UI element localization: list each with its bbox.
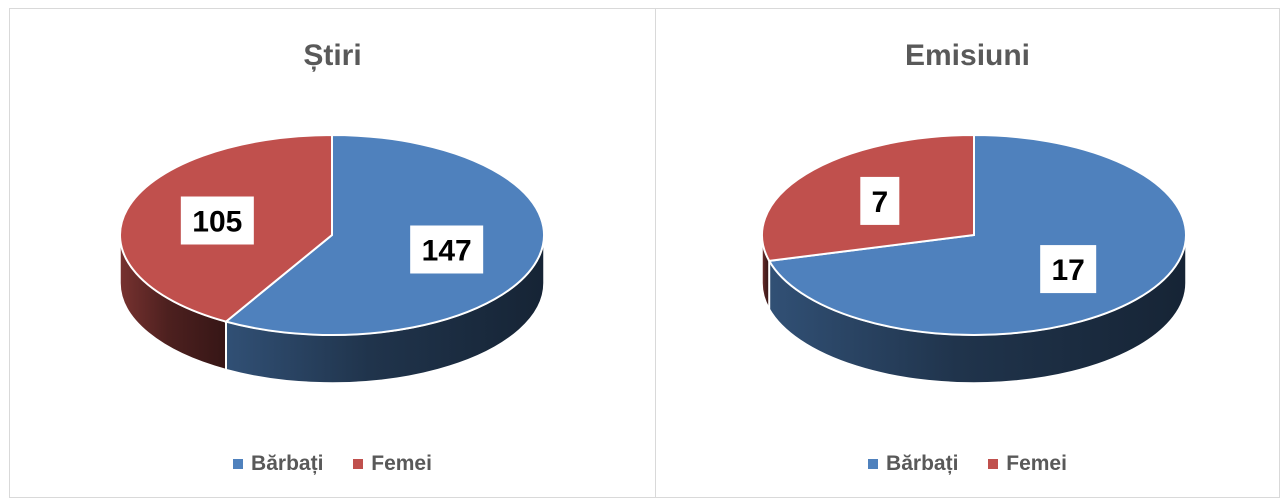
pie-data-label-0: 147	[410, 225, 484, 274]
svg-text:105: 105	[192, 206, 242, 239]
svg-text:17: 17	[1051, 254, 1084, 287]
legend-label: Bărbați	[251, 452, 324, 475]
legend-swatch-icon	[988, 459, 999, 469]
legend-label: Bărbați	[886, 452, 959, 475]
pie-data-label-0: 17	[1040, 245, 1097, 294]
chart-title: Știri	[303, 39, 362, 72]
pie-slice-0	[223, 133, 545, 336]
chart-title: Emisiuni	[904, 39, 1031, 72]
legend-label: Femei	[371, 452, 432, 475]
legend-label: Femei	[1006, 452, 1067, 475]
pie-chart-stiri: 147 105	[119, 133, 545, 384]
legend-item-femei: Femei	[353, 452, 432, 476]
svg-text:147: 147	[422, 234, 472, 267]
legend-item-femei: Femei	[988, 452, 1067, 476]
legend-swatch-icon	[868, 459, 879, 469]
pie-chart-emisiuni: 17 7	[761, 133, 1187, 384]
legend-item-barbati: Bărbați	[868, 452, 958, 476]
chart-panel-emisiuni: Emisiuni 17 7 Bărbați Femei	[655, 8, 1280, 498]
chart-panel-stiri: Știri 147 105 Bărbați Femei	[9, 8, 656, 498]
legend-swatch-icon	[353, 459, 364, 469]
chart-legend: Bărbați Femei	[10, 451, 655, 476]
pie-data-label-1: 7	[860, 176, 900, 225]
pie-data-label-1: 105	[180, 196, 254, 245]
svg-text:7: 7	[871, 186, 888, 219]
legend-item-barbati: Bărbați	[233, 452, 323, 476]
chart-legend: Bărbați Femei	[656, 451, 1279, 476]
legend-swatch-icon	[233, 459, 244, 469]
